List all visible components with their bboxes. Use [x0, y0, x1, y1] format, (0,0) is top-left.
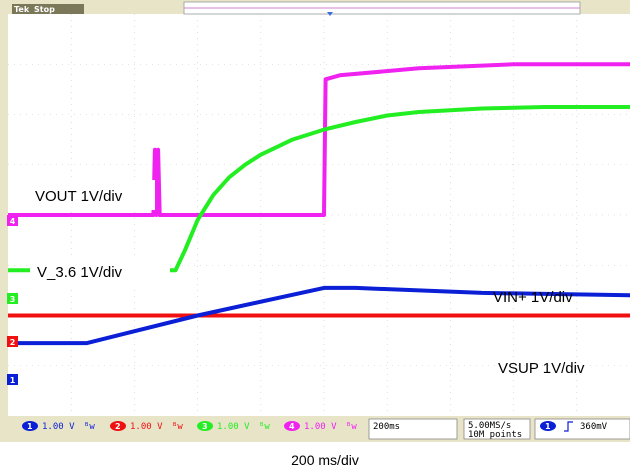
- status-badge: [12, 4, 84, 14]
- channel-label-v36: V_3.6 1V/div: [37, 264, 123, 281]
- ch1-readout: 1 1.00 V ᴮw: [22, 421, 95, 432]
- timebase-box: [368, 418, 458, 440]
- svg-text:ᴮw: ᴮw: [84, 422, 95, 432]
- ch2-readout: 2 1.00 V ᴮw: [110, 421, 183, 432]
- svg-text:1: 1: [10, 376, 16, 385]
- svg-text:4: 4: [289, 422, 295, 431]
- trigger-position-icon: [327, 12, 333, 16]
- channel-label-vsup: VSUP 1V/div: [498, 360, 585, 377]
- svg-text:1.00 V: 1.00 V: [304, 422, 337, 432]
- ground-marker-1: 1: [7, 374, 18, 385]
- svg-text:2: 2: [115, 422, 121, 431]
- svg-text:ᴮw: ᴮw: [346, 422, 357, 432]
- ground-marker-2: 2: [7, 336, 18, 347]
- svg-text:1.00 V: 1.00 V: [217, 422, 250, 432]
- timebase-readout: 200ms: [373, 422, 400, 432]
- trace-v36: [8, 105, 630, 273]
- ch4-readout: 4 1.00 V ᴮw: [284, 421, 357, 432]
- svg-text:1.00 V: 1.00 V: [130, 422, 163, 432]
- channel-label-vin: VIN+ 1V/div: [493, 289, 573, 306]
- svg-text:ᴮw: ᴮw: [172, 422, 183, 432]
- ground-marker-3: 3: [7, 293, 18, 304]
- trigger-readout: 1 360mV: [540, 421, 608, 432]
- trace-vout: [8, 62, 630, 217]
- sample-rate-readout: 5.00MS/s: [468, 421, 511, 431]
- ground-marker-4: 4: [7, 215, 18, 226]
- v36-label-bg: [30, 258, 170, 286]
- brand-label: Tek: [14, 5, 30, 14]
- vout-label-bg: [20, 180, 155, 210]
- trace-vin: [8, 285, 630, 346]
- svg-text:1: 1: [545, 422, 551, 431]
- run-state-label: Stop: [34, 5, 55, 14]
- svg-text:3: 3: [10, 295, 16, 304]
- time-scale-caption: 200 ms/div: [291, 452, 359, 468]
- channel-label-vout: VOUT 1V/div: [35, 188, 123, 205]
- traces: [8, 62, 630, 346]
- rising-edge-icon: [564, 421, 573, 432]
- svg-text:4: 4: [10, 217, 16, 226]
- ch3-readout: 3 1.00 V ᴮw: [197, 421, 270, 432]
- acquisition-box: [463, 418, 531, 440]
- svg-text:1: 1: [27, 422, 33, 431]
- svg-text:ᴮw: ᴮw: [259, 422, 270, 432]
- svg-text:360mV: 360mV: [580, 422, 608, 432]
- record-length-readout: 10M points: [468, 430, 522, 440]
- left-frame: [0, 14, 8, 416]
- trigger-box: [534, 418, 630, 440]
- svg-text:1.00 V: 1.00 V: [42, 422, 75, 432]
- svg-text:3: 3: [202, 422, 208, 431]
- svg-text:2: 2: [10, 338, 16, 347]
